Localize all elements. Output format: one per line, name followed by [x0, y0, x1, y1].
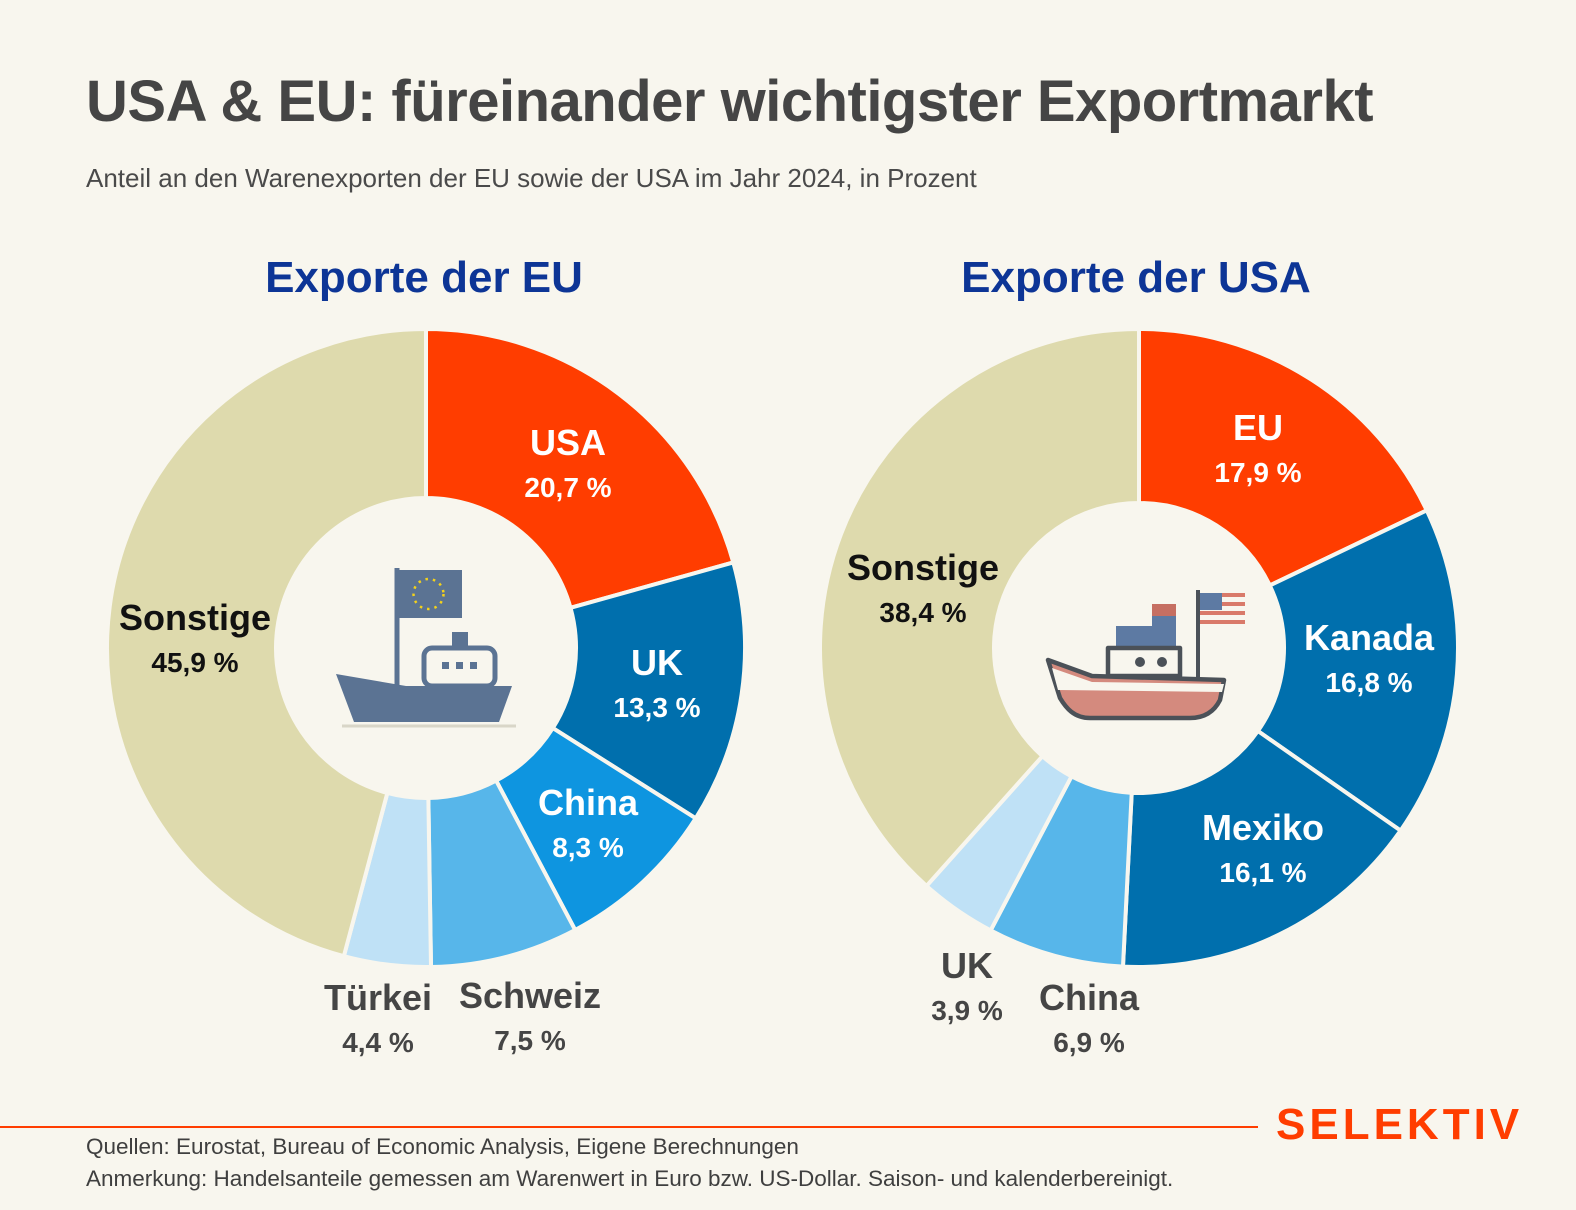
slice-kanada — [1255, 508, 1460, 833]
slice-value: 6,9 % — [1053, 1027, 1125, 1058]
eu-ship-icon — [336, 568, 516, 728]
slice-sonstige — [818, 327, 1141, 888]
slice-uk — [550, 560, 747, 821]
slice-label: Kanada — [1304, 617, 1435, 658]
slice-label: Schweiz — [459, 975, 601, 1016]
donut-slices — [105, 327, 747, 969]
slice-value: 4,4 % — [342, 1027, 414, 1058]
usa-exports-chart: Exporte der USA EU 17,9 % Kanada 16,8 % Mexi… — [818, 253, 1460, 1058]
page-subtitle: Anteil an den Warenexporten der EU sowie… — [86, 163, 977, 193]
slice-labels: USA 20,7 % UK 13,3 % China 8,3 % Schweiz 7,5 % T… — [119, 422, 701, 1058]
slice-label: China — [538, 782, 639, 823]
slice-value: 16,1 % — [1219, 857, 1306, 888]
slice-label: Sonstige — [119, 597, 271, 638]
slice-label: USA — [530, 422, 606, 463]
donut-slices — [818, 327, 1460, 969]
slice-usa — [424, 327, 736, 610]
slice-labels: EU 17,9 % Kanada 16,8 % Mexiko 16,1 % China 6,9… — [847, 407, 1435, 1058]
us-ship-icon — [1045, 590, 1245, 721]
slice-label: Sonstige — [847, 547, 999, 588]
footer-note: Anmerkung: Handelsanteile gemessen am Wa… — [86, 1166, 1174, 1191]
slice-value: 3,9 % — [931, 995, 1003, 1026]
slice-value: 17,9 % — [1214, 457, 1301, 488]
slice-label: UK — [941, 945, 993, 986]
chart-title: Exporte der EU — [265, 253, 583, 302]
slice-value: 38,4 % — [879, 597, 966, 628]
brand-logo: SELEKTIV — [1276, 1100, 1524, 1149]
slice-value: 16,8 % — [1325, 667, 1412, 698]
slice-value: 20,7 % — [524, 472, 611, 503]
footer-divider — [0, 1126, 1258, 1128]
slice-mexiko — [1120, 729, 1403, 969]
slice-label: Türkei — [324, 977, 432, 1018]
slice-value: 13,3 % — [613, 692, 700, 723]
slice-sonstige — [105, 327, 428, 959]
slice-value: 7,5 % — [494, 1025, 566, 1056]
slice-value: 8,3 % — [552, 832, 624, 863]
page-title: USA & EU: füreinander wichtigster Export… — [86, 69, 1374, 134]
slice-label: China — [1039, 977, 1140, 1018]
chart-title: Exporte der USA — [961, 253, 1311, 302]
slice-value: 45,9 % — [151, 647, 238, 678]
slice-label: Mexiko — [1202, 807, 1324, 848]
slice-eu — [1137, 327, 1429, 588]
footer-sources: Quellen: Eurostat, Bureau of Economic An… — [86, 1134, 799, 1159]
slice-label: UK — [631, 642, 683, 683]
slice-label: EU — [1233, 407, 1283, 448]
eu-exports-chart: Exporte der EU USA 20,7 % UK 13,3 % China 8,3… — [105, 253, 747, 1058]
